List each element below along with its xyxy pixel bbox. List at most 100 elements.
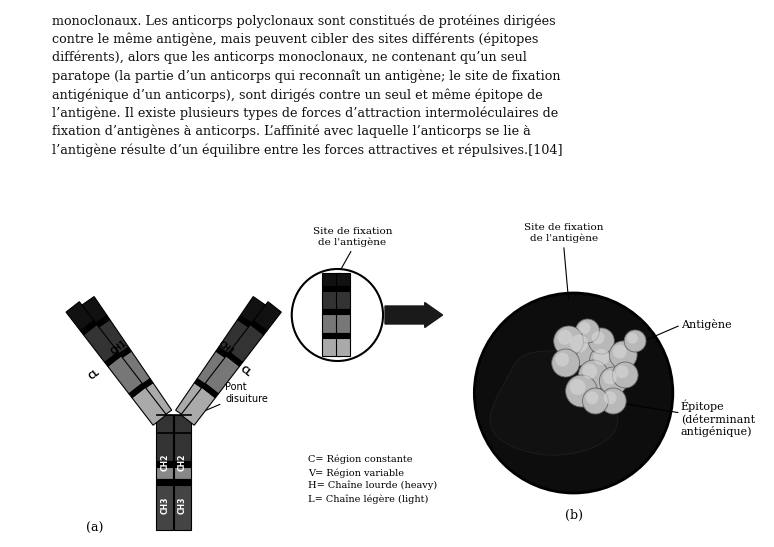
Text: Site de fixation
de l'antigène: Site de fixation de l'antigène [313, 227, 392, 247]
Circle shape [601, 388, 626, 414]
Circle shape [583, 388, 608, 414]
Text: H= Chaîne lourde (heavy): H= Chaîne lourde (heavy) [307, 481, 437, 491]
Text: CH2: CH2 [160, 453, 170, 470]
Polygon shape [156, 461, 173, 467]
Polygon shape [129, 383, 146, 398]
Polygon shape [219, 319, 252, 357]
Polygon shape [156, 485, 173, 530]
Polygon shape [176, 383, 208, 420]
Polygon shape [66, 302, 94, 331]
Polygon shape [174, 467, 191, 479]
Text: contre le même antigène, mais peuvent cibler des sites différents (épitopes: contre le même antigène, mais peuvent ci… [52, 32, 538, 46]
Circle shape [603, 370, 617, 385]
Circle shape [609, 341, 637, 369]
Polygon shape [156, 415, 173, 461]
Text: CH3: CH3 [160, 496, 170, 514]
Text: l’antigène. Il existe plusieurs types de forces d’attraction intermoléculaires d: l’antigène. Il existe plusieurs types de… [52, 107, 558, 120]
Polygon shape [337, 286, 351, 290]
Circle shape [615, 365, 628, 378]
Text: Site de fixation
de l'antigène: Site de fixation de l'antigène [524, 223, 604, 243]
Text: monoclonaux. Les anticorps polyclonaux sont constitués de protéines dirigées: monoclonaux. Les anticorps polyclonaux s… [52, 14, 555, 27]
Circle shape [578, 322, 591, 334]
Text: (b): (b) [564, 509, 583, 522]
Circle shape [613, 345, 627, 358]
Polygon shape [322, 273, 341, 286]
Circle shape [553, 326, 584, 356]
Polygon shape [197, 351, 230, 388]
Polygon shape [156, 479, 173, 485]
Polygon shape [322, 309, 341, 314]
Circle shape [582, 364, 598, 379]
Polygon shape [490, 351, 618, 455]
Polygon shape [337, 333, 351, 337]
Circle shape [557, 330, 572, 345]
Circle shape [591, 331, 604, 344]
Text: CL: CL [87, 368, 101, 382]
Polygon shape [174, 479, 191, 485]
Circle shape [566, 375, 598, 407]
Circle shape [578, 360, 608, 390]
Polygon shape [194, 379, 211, 392]
Polygon shape [254, 302, 281, 331]
Circle shape [552, 349, 580, 377]
Circle shape [566, 330, 601, 366]
Text: antigénique d’un anticorps), sont dirigés contre un seul et même épitope de: antigénique d’un anticorps), sont dirigé… [52, 88, 543, 102]
Polygon shape [80, 321, 97, 335]
Polygon shape [139, 383, 172, 420]
Polygon shape [202, 383, 218, 398]
Text: fixation d’antigènes à anticorps. L’affinité avec laquelle l’anticorps se lie à: fixation d’antigènes à anticorps. L’affi… [52, 125, 530, 138]
Polygon shape [136, 379, 153, 392]
Circle shape [594, 349, 609, 365]
Circle shape [586, 391, 598, 404]
Polygon shape [174, 461, 191, 467]
Polygon shape [322, 290, 341, 309]
Polygon shape [337, 273, 351, 286]
Circle shape [570, 335, 588, 352]
Polygon shape [80, 296, 107, 325]
Polygon shape [216, 347, 233, 360]
Circle shape [612, 362, 638, 388]
Polygon shape [132, 387, 166, 425]
Circle shape [624, 330, 646, 352]
Text: Épitope
(déterminant
antigénique): Épitope (déterminant antigénique) [681, 399, 755, 437]
Circle shape [604, 391, 617, 404]
Polygon shape [156, 467, 173, 479]
Text: L= Chaîne légère (light): L= Chaîne légère (light) [307, 494, 428, 503]
Circle shape [627, 333, 638, 344]
Polygon shape [322, 337, 341, 356]
Text: Antigène: Antigène [681, 319, 731, 330]
Polygon shape [174, 485, 191, 530]
Polygon shape [205, 356, 240, 394]
Circle shape [588, 328, 615, 354]
Circle shape [599, 367, 627, 395]
Polygon shape [337, 337, 351, 356]
Polygon shape [93, 315, 110, 329]
Polygon shape [322, 286, 341, 290]
Polygon shape [337, 309, 351, 314]
Text: CH1: CH1 [109, 339, 128, 357]
Polygon shape [96, 319, 128, 357]
Polygon shape [181, 387, 215, 425]
Polygon shape [84, 324, 118, 362]
Text: Pont
disuiture: Pont disuiture [176, 382, 268, 423]
Circle shape [474, 293, 673, 493]
Polygon shape [104, 352, 121, 366]
Circle shape [576, 319, 599, 343]
Circle shape [570, 379, 585, 395]
Text: paratope (la partie d’un anticorps qui reconnaît un antigène; le site de fixatio: paratope (la partie d’un anticorps qui r… [52, 69, 560, 83]
Text: CL: CL [239, 365, 253, 379]
Polygon shape [174, 415, 191, 461]
Text: CH3: CH3 [178, 496, 187, 514]
Circle shape [555, 352, 569, 366]
Polygon shape [115, 347, 132, 360]
Text: l’antigène résulte d’un équilibre entre les forces attractives et répulsives.[10: l’antigène résulte d’un équilibre entre … [52, 143, 562, 157]
Polygon shape [229, 324, 264, 362]
Polygon shape [238, 315, 255, 329]
FancyArrow shape [385, 302, 443, 328]
Circle shape [590, 345, 622, 377]
Polygon shape [118, 351, 150, 388]
Text: différents), alors que les anticorps monoclonaux, ne contenant qu’un seul: différents), alors que les anticorps mon… [52, 51, 526, 65]
Polygon shape [241, 296, 267, 325]
Text: C= Région constante: C= Région constante [307, 455, 412, 464]
Polygon shape [337, 290, 351, 309]
